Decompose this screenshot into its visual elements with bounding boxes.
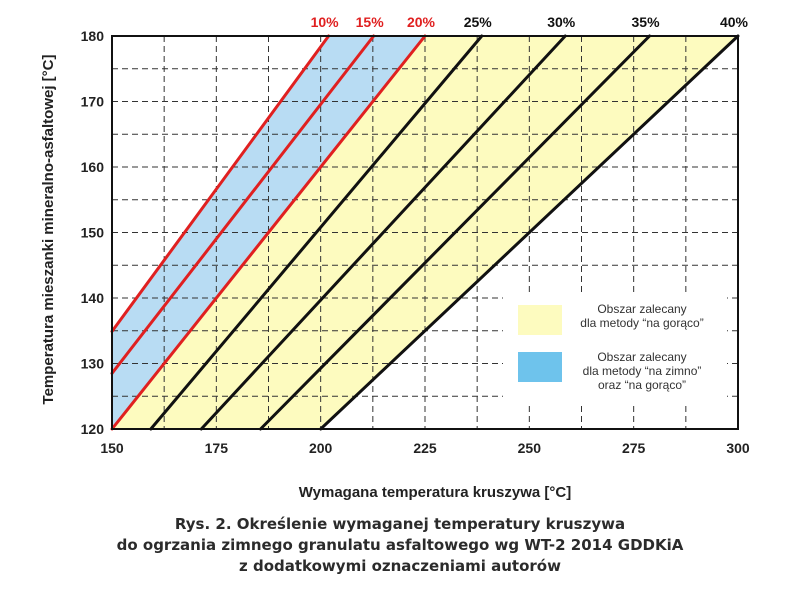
series-line-35pct bbox=[259, 34, 652, 431]
caption-line-1: Rys. 2. Określenie wymaganej temperatury… bbox=[174, 515, 626, 533]
x-tick-label: 300 bbox=[726, 440, 750, 456]
series-line-15pct bbox=[110, 34, 376, 375]
series-label-10pct: 10% bbox=[311, 14, 340, 30]
series-label-40pct: 40% bbox=[720, 14, 749, 30]
legend-text-2: dla metody “na zimno” bbox=[583, 364, 702, 378]
y-tick-label: 140 bbox=[81, 290, 105, 306]
legend-text-1: dla metody “na gorąco” bbox=[580, 316, 703, 330]
y-tick-label: 170 bbox=[81, 94, 105, 110]
y-tick-label: 180 bbox=[81, 28, 105, 44]
caption-line-3: z dodatkowymi oznaczeniami autorów bbox=[239, 557, 561, 575]
y-tick-label: 150 bbox=[81, 225, 105, 241]
series-line-25pct bbox=[149, 34, 484, 431]
series-line-30pct bbox=[199, 34, 567, 431]
grid bbox=[112, 36, 738, 429]
x-tick-label: 175 bbox=[205, 440, 229, 456]
x-tick-label: 225 bbox=[413, 440, 437, 456]
series-line-20pct bbox=[110, 34, 427, 431]
y-tick-label: 130 bbox=[81, 356, 105, 372]
legend-swatch-2 bbox=[518, 352, 562, 382]
x-tick-label: 150 bbox=[100, 440, 124, 456]
y-tick-label: 120 bbox=[81, 421, 105, 437]
legend-text-2: oraz “na gorąco” bbox=[598, 378, 686, 392]
figure-caption: Rys. 2. Określenie wymaganej temperatury… bbox=[0, 514, 800, 577]
x-tick-label: 250 bbox=[518, 440, 542, 456]
series-line-10pct bbox=[110, 34, 331, 333]
series-label-15pct: 15% bbox=[356, 14, 385, 30]
series-label-25pct: 25% bbox=[464, 14, 493, 30]
plot-frame bbox=[111, 35, 739, 430]
y-tick-label: 160 bbox=[81, 159, 105, 175]
caption-line-2: do ogrzania zimnego granulatu asfaltoweg… bbox=[116, 536, 684, 554]
legend-swatch-1 bbox=[518, 305, 562, 335]
series-label-20pct: 20% bbox=[407, 14, 436, 30]
series-line-40pct bbox=[319, 34, 740, 431]
series-label-35pct: 35% bbox=[632, 14, 661, 30]
legend-text-1: Obszar zalecany bbox=[597, 302, 686, 316]
series-lines bbox=[110, 34, 740, 431]
series-labels: 10% 15% 20% 25% 30% 35% 40% bbox=[311, 14, 749, 30]
tick-labels: 150 175 200 225 250 275 300 120 130 140 150 160 170 1… bbox=[81, 28, 750, 456]
x-axis-title: Wymagana temperatura kruszywa [°C] bbox=[299, 484, 571, 501]
y-axis-title: Temperatura mieszanki mineralno-asfaltow… bbox=[40, 55, 57, 405]
x-tick-label: 200 bbox=[309, 440, 333, 456]
x-tick-label: 275 bbox=[622, 440, 646, 456]
legend-text-2: Obszar zalecany bbox=[597, 350, 686, 364]
series-label-30pct: 30% bbox=[547, 14, 576, 30]
